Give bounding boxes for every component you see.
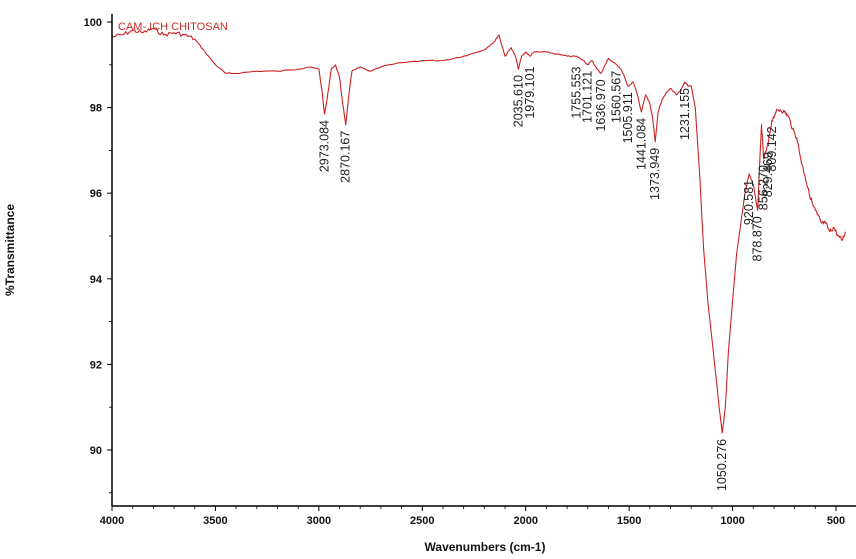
legend-entry: CAM- ICH CHITOSAN: [118, 21, 228, 33]
peak-label: 809.142: [765, 126, 779, 171]
x-tick-label: 1500: [617, 515, 641, 527]
x-tick-label: 500: [827, 515, 845, 527]
peak-label: 1701.121: [581, 71, 595, 123]
peak-label: 856.270: [757, 165, 771, 210]
x-tick-label: 2000: [513, 515, 537, 527]
peak-label: 1636.970: [594, 79, 608, 131]
x-tick-label: 2500: [410, 515, 434, 527]
peak-label: 1373.949: [648, 148, 662, 200]
x-tick-label: 4000: [100, 515, 124, 527]
y-tick-label: 92: [90, 359, 102, 371]
peak-label: 2870.167: [339, 131, 353, 183]
x-tick-label: 1000: [720, 515, 744, 527]
y-axis-title: %Transmittance: [3, 204, 17, 296]
peak-label: 1231.155: [678, 88, 692, 140]
peak-label: 878.870: [751, 216, 765, 261]
y-tick-label: 90: [90, 445, 102, 457]
peak-label: 1505.911: [621, 92, 635, 143]
x-tick-label: 3500: [203, 515, 227, 527]
y-ticks: 100 98 96 94 92 90: [84, 17, 112, 494]
y-tick-label: 96: [90, 188, 102, 200]
peak-label: 920.581: [742, 180, 756, 225]
peak-label: 1560.567: [610, 71, 624, 123]
peak-label: 1050.276: [715, 439, 729, 491]
y-tick-label: 94: [90, 274, 103, 286]
x-ticks: 4000 3500 3000 2500 2000 1500 1000 500: [100, 506, 845, 527]
peak-label: 2035.610: [512, 75, 526, 127]
peak-label: 1755.553: [569, 66, 583, 118]
x-tick-label: 3000: [307, 515, 331, 527]
x-axis-title: Wavenumbers (cm-1): [425, 540, 546, 554]
y-tick-label: 100: [84, 17, 102, 29]
peak-label: 1441.084: [634, 118, 648, 170]
axes: 4000 3500 3000 2500 2000 1500 1000 500 100 98 96 9…: [84, 14, 856, 527]
peak-label: 829.469: [761, 152, 775, 197]
y-tick-label: 98: [90, 103, 102, 115]
peak-label: 1979.101: [523, 66, 537, 118]
peak-label: 2973.084: [317, 120, 331, 172]
spectrum-line: [111, 27, 846, 434]
